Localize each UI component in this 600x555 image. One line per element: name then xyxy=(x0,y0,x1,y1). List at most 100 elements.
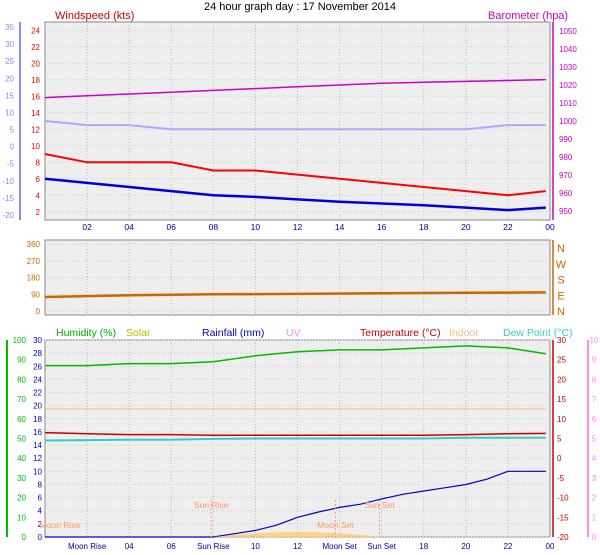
temp-xtick: Sun Set xyxy=(367,542,396,551)
humidity-tick: 90 xyxy=(17,356,26,365)
compass-label: S xyxy=(557,275,564,287)
rain-tick: 10 xyxy=(33,467,42,476)
wind-left-tick: 4 xyxy=(36,191,41,200)
compass-label: E xyxy=(557,290,564,302)
wind-left-tick: 6 xyxy=(36,175,41,184)
temp-xtick: Moon Set xyxy=(322,542,357,551)
wind-outer-tick: -15 xyxy=(2,194,14,203)
temp-xtick: 20 xyxy=(461,542,470,551)
humidity-tick: 80 xyxy=(17,375,26,384)
wind-xtick: 16 xyxy=(377,222,387,232)
compass-label: N xyxy=(557,306,565,318)
humidity-tick: 10 xyxy=(17,513,26,522)
temp-right-tick: 20 xyxy=(557,375,566,384)
rain-tick: 22 xyxy=(33,389,42,398)
legend-uv: UV xyxy=(286,327,301,339)
wind-xtick: 00 xyxy=(545,222,555,232)
rain-tick: 24 xyxy=(33,375,42,384)
rain-tick: 2 xyxy=(38,520,43,529)
direction-tick: 360 xyxy=(27,240,41,249)
wind-outer-tick: 5 xyxy=(10,126,15,135)
wind-xtick: 20 xyxy=(461,222,471,232)
temp-xtick: Sun Rise xyxy=(197,542,230,551)
wind-xtick: 14 xyxy=(335,222,345,232)
baro-title: Barometer (hpa) xyxy=(488,10,568,22)
rain-tick: 6 xyxy=(38,494,43,503)
outdoor-temp-line xyxy=(44,120,546,131)
wind-xtick: 08 xyxy=(209,222,219,232)
temp-right-tick: 25 xyxy=(557,356,566,365)
direction-tick: 180 xyxy=(27,274,41,283)
temp-xtick: 22 xyxy=(503,542,512,551)
barometer-line xyxy=(44,78,546,99)
temp-xtick: 04 xyxy=(125,542,134,551)
wind-outer-tick: 15 xyxy=(5,91,14,100)
compass-label: W xyxy=(556,259,567,271)
uv-tick: 9 xyxy=(592,356,597,365)
marker-label: Moon Rise xyxy=(40,520,81,530)
rain-tick: 16 xyxy=(33,428,42,437)
humidity-tick: 30 xyxy=(17,474,26,483)
uv-tick: 8 xyxy=(592,375,597,384)
marker-label: Sun Rise xyxy=(194,500,229,510)
wind-outer-tick: -10 xyxy=(2,177,14,186)
baro-tick: 1030 xyxy=(559,63,577,72)
temp-right-tick: 30 xyxy=(557,336,566,345)
humidity-tick: 50 xyxy=(17,435,26,444)
rain-tick: 4 xyxy=(38,507,43,516)
marker-label: Moon Set xyxy=(317,520,354,530)
rain-tick: 18 xyxy=(33,415,42,424)
baro-tick: 950 xyxy=(559,207,573,216)
baro-tick: 980 xyxy=(559,153,573,162)
uv-tick: 5 xyxy=(592,435,597,444)
temp-xtick: 00 xyxy=(546,542,555,551)
wind-title: Windspeed (kts) xyxy=(55,10,134,22)
temp-right-tick: -10 xyxy=(557,494,569,503)
baro-tick: 990 xyxy=(559,135,573,144)
rain-tick: 28 xyxy=(33,349,42,358)
temp-xtick: 18 xyxy=(419,542,428,551)
temp-right-tick: -15 xyxy=(557,513,569,522)
baro-tick: 1050 xyxy=(559,27,577,36)
wind-left-tick: 24 xyxy=(31,26,40,35)
uv-tick: 1 xyxy=(592,513,597,522)
temp-right-tick: 15 xyxy=(557,395,566,404)
humidity-tick: 60 xyxy=(17,415,26,424)
legend-solar: Solar xyxy=(126,327,151,339)
temp-xtick: 12 xyxy=(293,542,302,551)
chart-marks: 2422201816141210864235302520151050-5-10-… xyxy=(2,22,599,551)
uv-tick: 0 xyxy=(592,533,597,542)
direction-tick: 0 xyxy=(36,307,41,316)
wind-outer-tick: -5 xyxy=(7,160,15,169)
rainfall-line xyxy=(45,470,546,538)
temp-xtick: 10 xyxy=(251,542,260,551)
uv-tick: 6 xyxy=(592,415,597,424)
wind-outer-tick: -20 xyxy=(2,211,14,220)
wind-left-tick: 22 xyxy=(31,43,40,52)
wind-xtick: 22 xyxy=(503,222,513,232)
uv-tick: 2 xyxy=(592,494,597,503)
legend-indoor: Indoor xyxy=(449,327,479,339)
wind-outer-tick: 10 xyxy=(5,108,14,117)
baro-tick: 1040 xyxy=(559,45,577,54)
temp-right-tick: -5 xyxy=(557,474,565,483)
legend-rainfall: Rainfall (mm) xyxy=(202,327,264,339)
wind-left-tick: 14 xyxy=(31,109,40,118)
humidity-line xyxy=(45,345,546,367)
direction-tick: 90 xyxy=(31,290,40,299)
humidity-tick: 0 xyxy=(22,533,27,542)
humidity-tick: 40 xyxy=(17,454,26,463)
temp-right-tick: 5 xyxy=(557,435,562,444)
direction-tick: 270 xyxy=(27,257,41,266)
wind-left-tick: 10 xyxy=(31,142,40,151)
rain-tick: 26 xyxy=(33,362,42,371)
marker-label: Sun Set xyxy=(364,500,395,510)
wind-outer-tick: 0 xyxy=(10,143,15,152)
temp-right-tick: 0 xyxy=(557,454,562,463)
rain-tick: 12 xyxy=(33,454,42,463)
wind-outer-tick: 35 xyxy=(5,23,14,32)
legend-dewpoint: Dew Point (°C) xyxy=(503,327,573,339)
wind-avg-line xyxy=(44,177,546,212)
